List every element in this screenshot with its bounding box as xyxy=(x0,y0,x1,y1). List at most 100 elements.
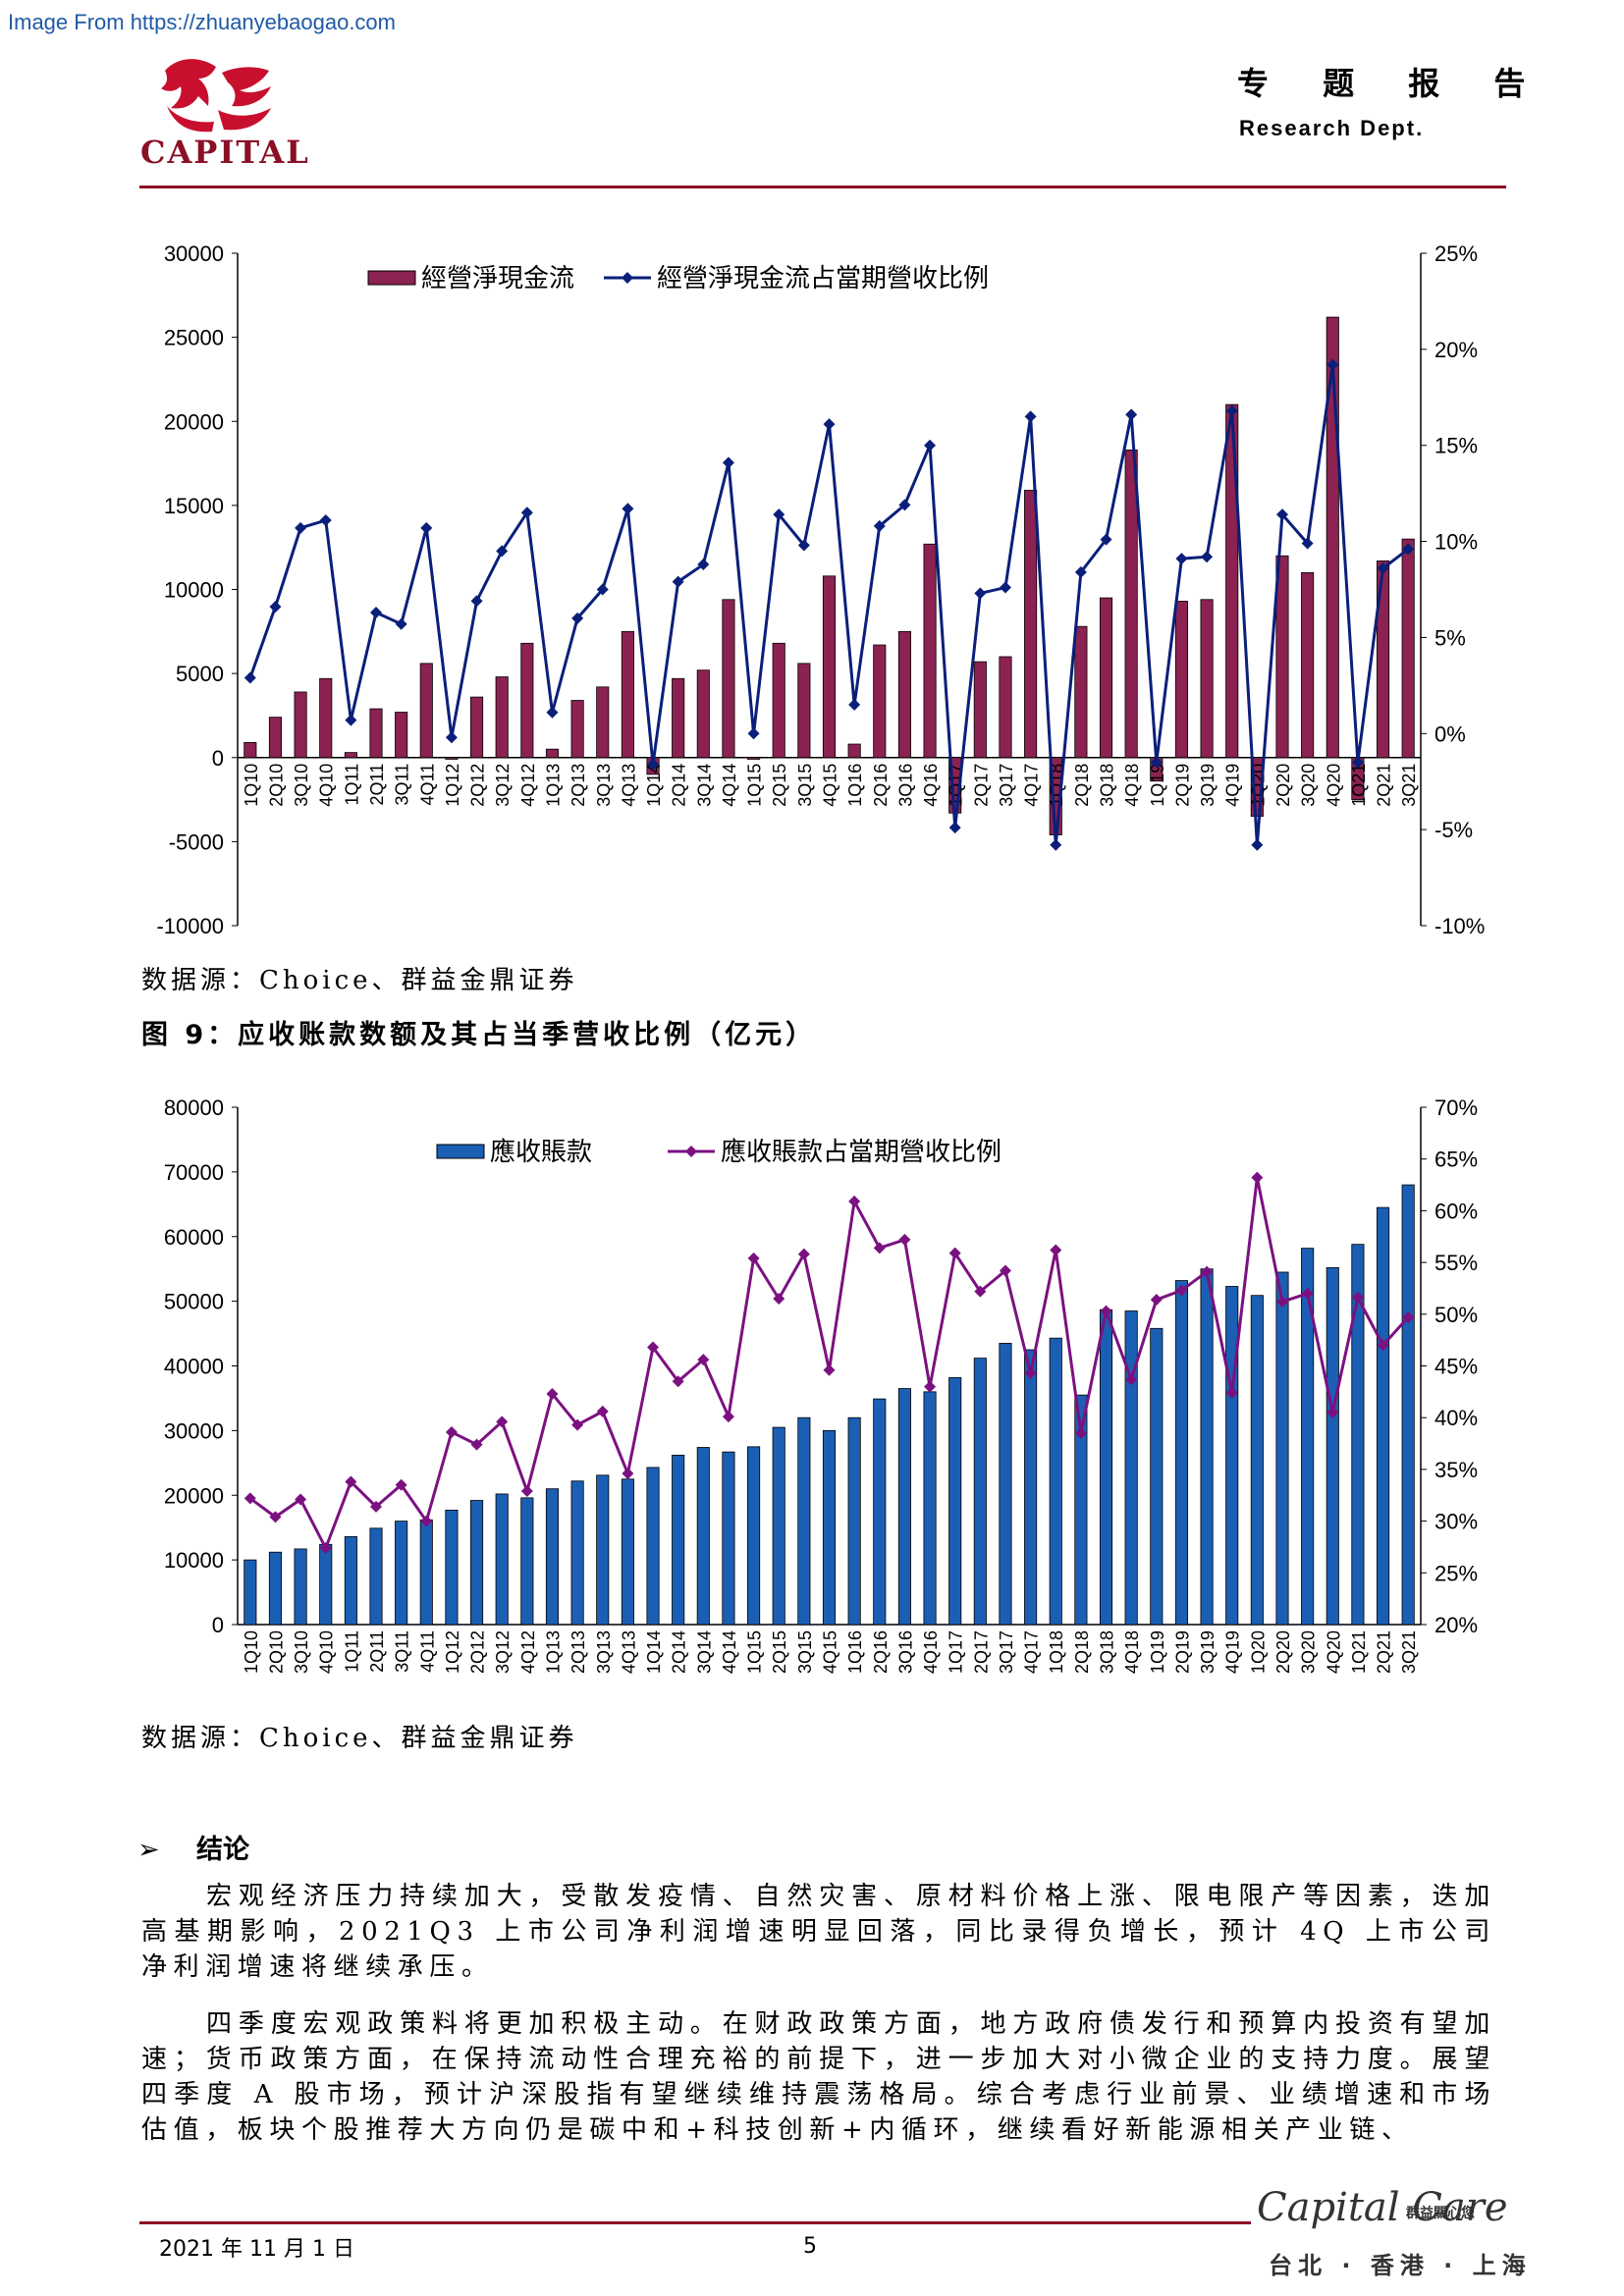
ratio-point xyxy=(445,731,458,744)
ratio-point xyxy=(672,575,684,588)
ratio-point xyxy=(1074,565,1087,578)
ratio-point xyxy=(647,1341,660,1354)
bar xyxy=(722,599,735,759)
bar xyxy=(897,630,911,759)
legend-line-label: 應收賬款占當期營收比例 xyxy=(721,1137,1001,1166)
bar xyxy=(419,663,433,759)
ratio-point xyxy=(420,521,433,534)
ratio-point xyxy=(1175,553,1188,565)
bar xyxy=(873,1398,887,1626)
conclusion-title: 结论 xyxy=(196,1835,249,1865)
bar xyxy=(495,676,509,759)
bar xyxy=(923,543,937,759)
y-right-tick-label: 40% xyxy=(1435,1406,1478,1430)
bar xyxy=(1401,538,1415,759)
x-tick-label: 1Q13 xyxy=(543,764,563,807)
bar xyxy=(395,712,408,759)
bar xyxy=(596,686,610,759)
x-tick-label: 3Q20 xyxy=(1299,1630,1319,1674)
y-left-tick-label: -10000 xyxy=(156,914,224,938)
figure-9-title: 图 9：应收账款数额及其占当季营收比例（亿元） xyxy=(141,1020,817,1050)
bar xyxy=(445,757,459,760)
x-tick-label: 1Q16 xyxy=(845,764,865,807)
bar xyxy=(1150,1327,1164,1626)
x-tick-label: 1Q19 xyxy=(1148,764,1167,807)
x-tick-label: 1Q11 xyxy=(342,764,361,806)
ratio-point xyxy=(496,545,509,558)
bar xyxy=(621,1478,634,1626)
ratio-point xyxy=(1225,1386,1238,1399)
y-right-tick-label: 15% xyxy=(1435,434,1478,458)
ratio-point xyxy=(1150,756,1163,769)
ratio-point xyxy=(898,499,911,511)
legend-bar-swatch xyxy=(367,270,416,286)
x-tick-label: 2Q11 xyxy=(367,1630,387,1673)
y-right-tick-label: 65% xyxy=(1435,1148,1478,1172)
ratio-point xyxy=(295,1493,307,1506)
x-tick-label: 4Q12 xyxy=(518,1630,538,1674)
ratio-point xyxy=(1301,1287,1314,1300)
ratio-point xyxy=(948,822,961,834)
bar xyxy=(268,717,283,759)
legend-bar-label: 經營淨現金流 xyxy=(421,263,574,293)
bar xyxy=(1124,1310,1138,1626)
capital-care-logo: Capital Care xyxy=(1257,2185,1508,2230)
ratio-point xyxy=(496,1415,509,1428)
ratio-point xyxy=(470,1438,483,1451)
y-left-tick-label: 70000 xyxy=(164,1160,224,1185)
y-right-tick-label: 25% xyxy=(1435,241,1478,266)
legend-bar-swatch xyxy=(436,1144,485,1159)
y-left-tick-label: 25000 xyxy=(164,326,224,350)
ratio-point xyxy=(873,1242,886,1255)
bar xyxy=(772,1426,785,1626)
x-tick-label: 4Q12 xyxy=(518,764,538,807)
x-tick-label: 1Q10 xyxy=(242,1630,261,1674)
ratio-point xyxy=(546,1387,559,1400)
x-tick-label: 3Q15 xyxy=(795,1630,815,1674)
bar xyxy=(1049,1337,1062,1626)
bar xyxy=(244,1559,257,1626)
capital-care-slogan: 群益關心您 xyxy=(1406,2206,1475,2221)
x-tick-label: 1Q14 xyxy=(644,764,664,807)
x-tick-label: 1Q12 xyxy=(443,1630,462,1674)
x-tick-label: 3Q19 xyxy=(1198,1630,1218,1674)
bar xyxy=(319,677,333,759)
ratio-point xyxy=(1074,1427,1087,1440)
y-right-tick-label: 25% xyxy=(1435,1561,1478,1585)
y-right-tick-label: 10% xyxy=(1435,530,1478,555)
bar xyxy=(1275,555,1289,759)
y-right-tick-label: 45% xyxy=(1435,1355,1478,1379)
bar xyxy=(1074,1394,1088,1626)
ratio-point xyxy=(1024,1366,1037,1379)
x-tick-label: 2Q16 xyxy=(871,764,891,807)
bar xyxy=(520,642,534,759)
ratio-point xyxy=(244,1492,256,1505)
bar xyxy=(646,1467,660,1626)
ratio-point xyxy=(697,1354,710,1366)
x-tick-label: 4Q18 xyxy=(1122,1630,1142,1674)
watermark-text[interactable]: Image From https://zhuanyebaogao.com xyxy=(8,10,396,34)
x-tick-label: 2Q10 xyxy=(266,1630,286,1674)
ratio-point xyxy=(1402,543,1415,556)
x-tick-label: 3Q14 xyxy=(694,1630,714,1674)
x-tick-label: 2Q13 xyxy=(568,764,588,807)
ratio-point xyxy=(974,587,987,600)
bar xyxy=(1351,1244,1365,1626)
x-tick-label: 1Q19 xyxy=(1148,1630,1167,1674)
x-tick-label: 4Q19 xyxy=(1223,764,1243,807)
bar xyxy=(999,656,1012,759)
bar xyxy=(672,1455,685,1626)
ratio-point xyxy=(596,1405,609,1417)
x-tick-label: 3Q11 xyxy=(393,1630,412,1673)
ratio-point xyxy=(924,1380,937,1393)
x-tick-label: 4Q11 xyxy=(417,1630,437,1673)
x-tick-label: 4Q17 xyxy=(1022,764,1042,807)
bar xyxy=(545,748,560,759)
bar xyxy=(1225,1286,1239,1626)
ratio-point xyxy=(898,1233,911,1246)
ratio-point xyxy=(722,456,734,469)
paragraph-1: 宏观经济压力持续加大，受散发疫情、自然灾害、原材料价格上涨、限电限产等因素，迭加… xyxy=(141,1882,1496,1982)
bar xyxy=(244,741,257,759)
bar xyxy=(1301,571,1315,759)
y-right-tick-label: 70% xyxy=(1435,1095,1478,1120)
